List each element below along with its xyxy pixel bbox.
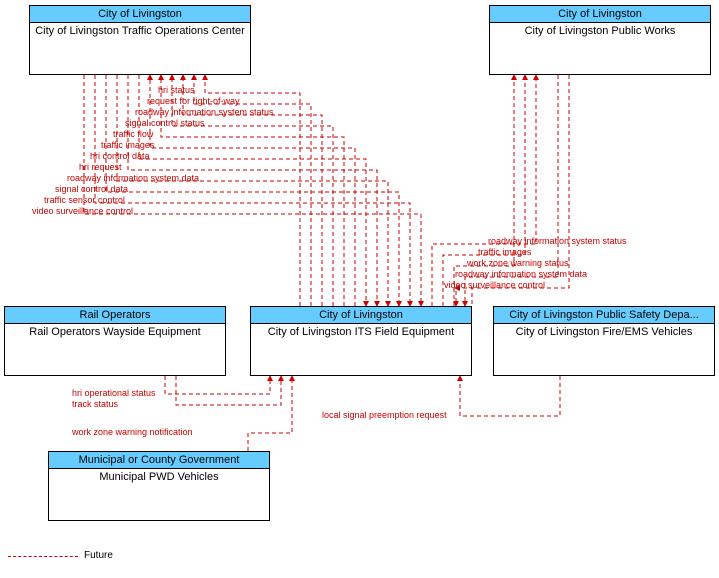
flow-label: local signal preemption request — [322, 411, 447, 420]
node-header: City of Livingston — [251, 307, 471, 324]
node-body: City of Livingston Public Works — [490, 23, 710, 40]
flow-label: traffic images — [478, 248, 531, 257]
flow-label: roadway information system status — [135, 108, 274, 117]
flow-label: roadway information system data — [67, 174, 199, 183]
node-fire-ems-vehicles[interactable]: City of Livingston Public Safety Depa...… — [493, 306, 715, 376]
flow-label: request for right-of-way — [147, 97, 240, 106]
flow-label: video surveillance control — [444, 281, 545, 290]
node-header: City of Livingston — [490, 6, 710, 23]
node-public-works[interactable]: City of Livingston City of Livingston Pu… — [489, 5, 711, 75]
node-body: City of Livingston ITS Field Equipment — [251, 324, 471, 341]
flow-label: signal control status — [125, 119, 205, 128]
legend-line-icon — [8, 556, 78, 557]
legend-label: Future — [84, 550, 113, 561]
flow-label: video surveillance control — [32, 207, 133, 216]
flow-label: work zone warning notification — [72, 428, 193, 437]
flow-label: traffic sensor control — [44, 196, 125, 205]
node-header: City of Livingston Public Safety Depa... — [494, 307, 714, 324]
node-traffic-ops-center[interactable]: City of Livingston City of Livingston Tr… — [29, 5, 251, 75]
flow-label: traffic flow — [113, 130, 153, 139]
node-body: Municipal PWD Vehicles — [49, 469, 269, 486]
node-header: City of Livingston — [30, 6, 250, 23]
node-body: Rail Operators Wayside Equipment — [5, 324, 225, 341]
flow-label: hri control data — [90, 152, 150, 161]
flow-label: track status — [72, 400, 118, 409]
flow-label: roadway information system data — [455, 270, 587, 279]
node-rail-operators[interactable]: Rail Operators Rail Operators Wayside Eq… — [4, 306, 226, 376]
flow-label: work zone warning status — [467, 259, 569, 268]
flow-label: hri request — [79, 163, 122, 172]
node-body: City of Livingston Traffic Operations Ce… — [30, 23, 250, 40]
node-its-field-equipment[interactable]: City of Livingston City of Livingston IT… — [250, 306, 472, 376]
flow-label: roadway information system status — [488, 237, 627, 246]
node-header: Rail Operators — [5, 307, 225, 324]
node-pwd-vehicles[interactable]: Municipal or County Government Municipal… — [48, 451, 270, 521]
flow-label: signal control data — [55, 185, 128, 194]
flow-label: hri operational status — [72, 389, 156, 398]
node-header: Municipal or County Government — [49, 452, 269, 469]
flow-label: traffic images — [101, 141, 154, 150]
node-body: City of Livingston Fire/EMS Vehicles — [494, 324, 714, 341]
flow-label: hri status — [158, 86, 195, 95]
